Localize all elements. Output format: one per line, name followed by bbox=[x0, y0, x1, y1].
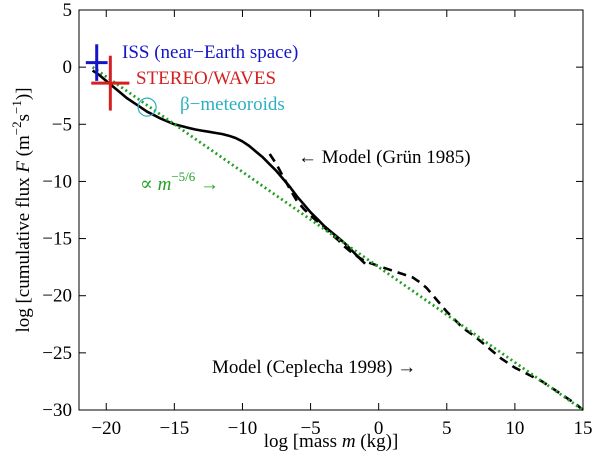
y-tick-label: −25 bbox=[42, 343, 72, 364]
stereo-label: STEREO/WAVES bbox=[136, 68, 276, 89]
x-tick-label: 10 bbox=[505, 418, 524, 439]
beta-meteoroids-label: β−meteoroids bbox=[180, 94, 285, 115]
x-axis-title: log [mass m (kg)] bbox=[264, 431, 399, 452]
x-tick-label: −10 bbox=[228, 418, 258, 439]
y-tick-label: −20 bbox=[42, 286, 72, 307]
ceplecha-model-line bbox=[268, 153, 584, 411]
y-tick-label: 5 bbox=[63, 0, 73, 21]
x-tick-label: −20 bbox=[91, 418, 121, 439]
power-law-arrow: → bbox=[195, 174, 219, 195]
y-tick-label: −30 bbox=[42, 400, 72, 421]
iss-label: ISS (near−Earth space) bbox=[122, 42, 298, 63]
power-law-var: m bbox=[158, 174, 172, 195]
x-tick-label: −15 bbox=[159, 418, 189, 439]
plot-frame bbox=[78, 9, 584, 411]
power-law-prefix: ∝ bbox=[140, 174, 158, 195]
y-tick-label: −15 bbox=[42, 229, 72, 250]
power-law-exponent: −5/6 bbox=[171, 169, 195, 184]
x-tick-label: 0 bbox=[374, 418, 384, 439]
tick-labels: −20 −15 −10 −5 0 5 10 15 5 0 −5 −10 −15 −20 −25 −30 bbox=[42, 0, 592, 439]
axis-ticks bbox=[79, 9, 584, 411]
grun-annotation: ← Model (Grün 1985) bbox=[298, 147, 471, 168]
x-tick-label: 15 bbox=[574, 418, 593, 439]
y-tick-label: −5 bbox=[52, 114, 72, 135]
ceplecha-annotation: Model (Ceplecha 1998) → bbox=[212, 357, 416, 378]
y-tick-label: 0 bbox=[63, 57, 73, 78]
x-tick-label: −5 bbox=[300, 418, 320, 439]
marker-layer bbox=[85, 44, 157, 117]
power-law-annotation: ∝ m−5/6 → bbox=[140, 169, 219, 195]
beta-meteoroids-marker bbox=[137, 97, 157, 117]
y-axis-title: log [cumulative flux F (m−2s−1)] bbox=[9, 87, 34, 332]
y-tick-label: −10 bbox=[42, 171, 72, 192]
x-tick-label: 5 bbox=[442, 418, 452, 439]
